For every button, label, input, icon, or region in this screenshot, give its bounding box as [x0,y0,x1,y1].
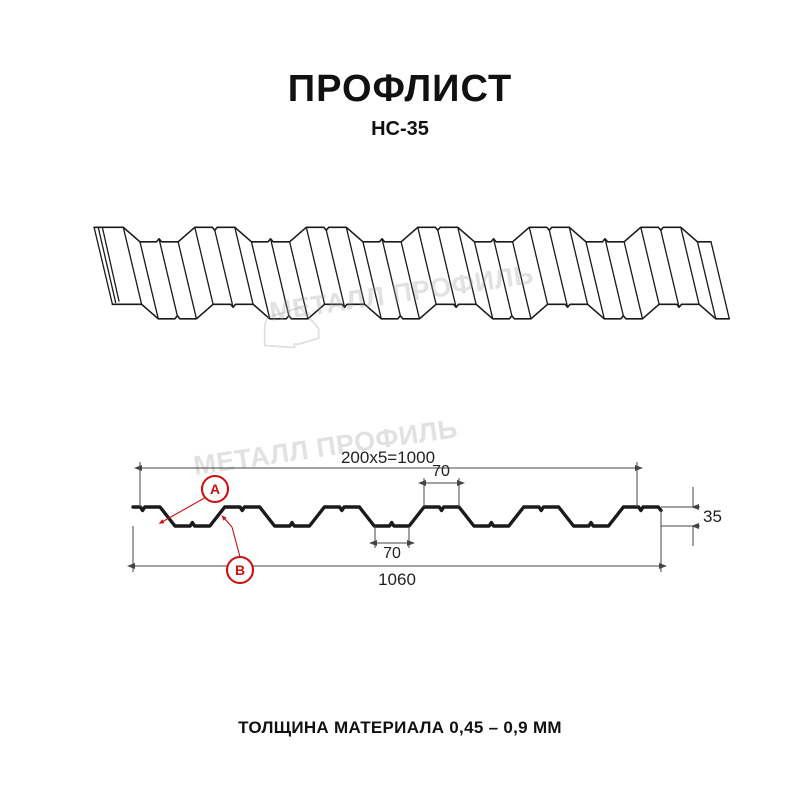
svg-text:70: 70 [383,545,401,562]
svg-text:A: A [210,481,220,497]
svg-text:35: 35 [703,507,722,526]
svg-text:70: 70 [432,463,450,480]
svg-text:1060: 1060 [378,570,416,589]
svg-text:200x5=1000: 200x5=1000 [341,448,435,467]
svg-text:B: B [235,562,245,578]
